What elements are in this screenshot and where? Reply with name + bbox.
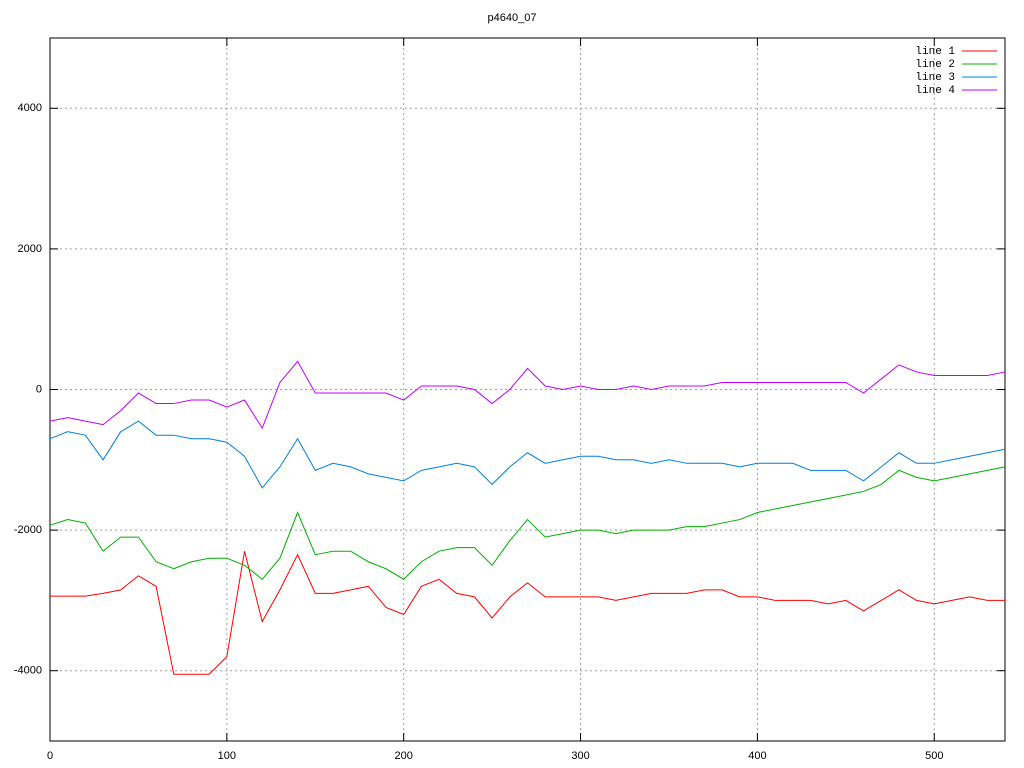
line-series (50, 551, 1005, 675)
y-tick-label: 4000 (18, 102, 42, 114)
y-tick-label: 2000 (18, 243, 42, 255)
y-tick-label: -4000 (14, 665, 42, 677)
x-tick-label: 200 (395, 750, 413, 762)
chart-title: p4640_07 (488, 12, 537, 24)
legend-label: line 3 (915, 72, 955, 84)
x-tick-label: 300 (571, 750, 589, 762)
x-tick-label: 500 (925, 750, 943, 762)
line-series (49, 466, 1006, 581)
x-tick-label: 100 (218, 750, 236, 762)
plot-border (49, 37, 1006, 742)
legend-label: line 4 (915, 85, 955, 97)
y-tick-label: 0 (36, 383, 42, 395)
line-series (49, 420, 1006, 489)
legend-label: line 2 (915, 59, 955, 71)
y-tick-label: -2000 (14, 524, 42, 536)
legend-label: line 1 (915, 46, 955, 58)
x-tick-label: 400 (748, 750, 766, 762)
x-tick-label: 0 (47, 750, 53, 762)
line-series (49, 360, 1006, 430)
